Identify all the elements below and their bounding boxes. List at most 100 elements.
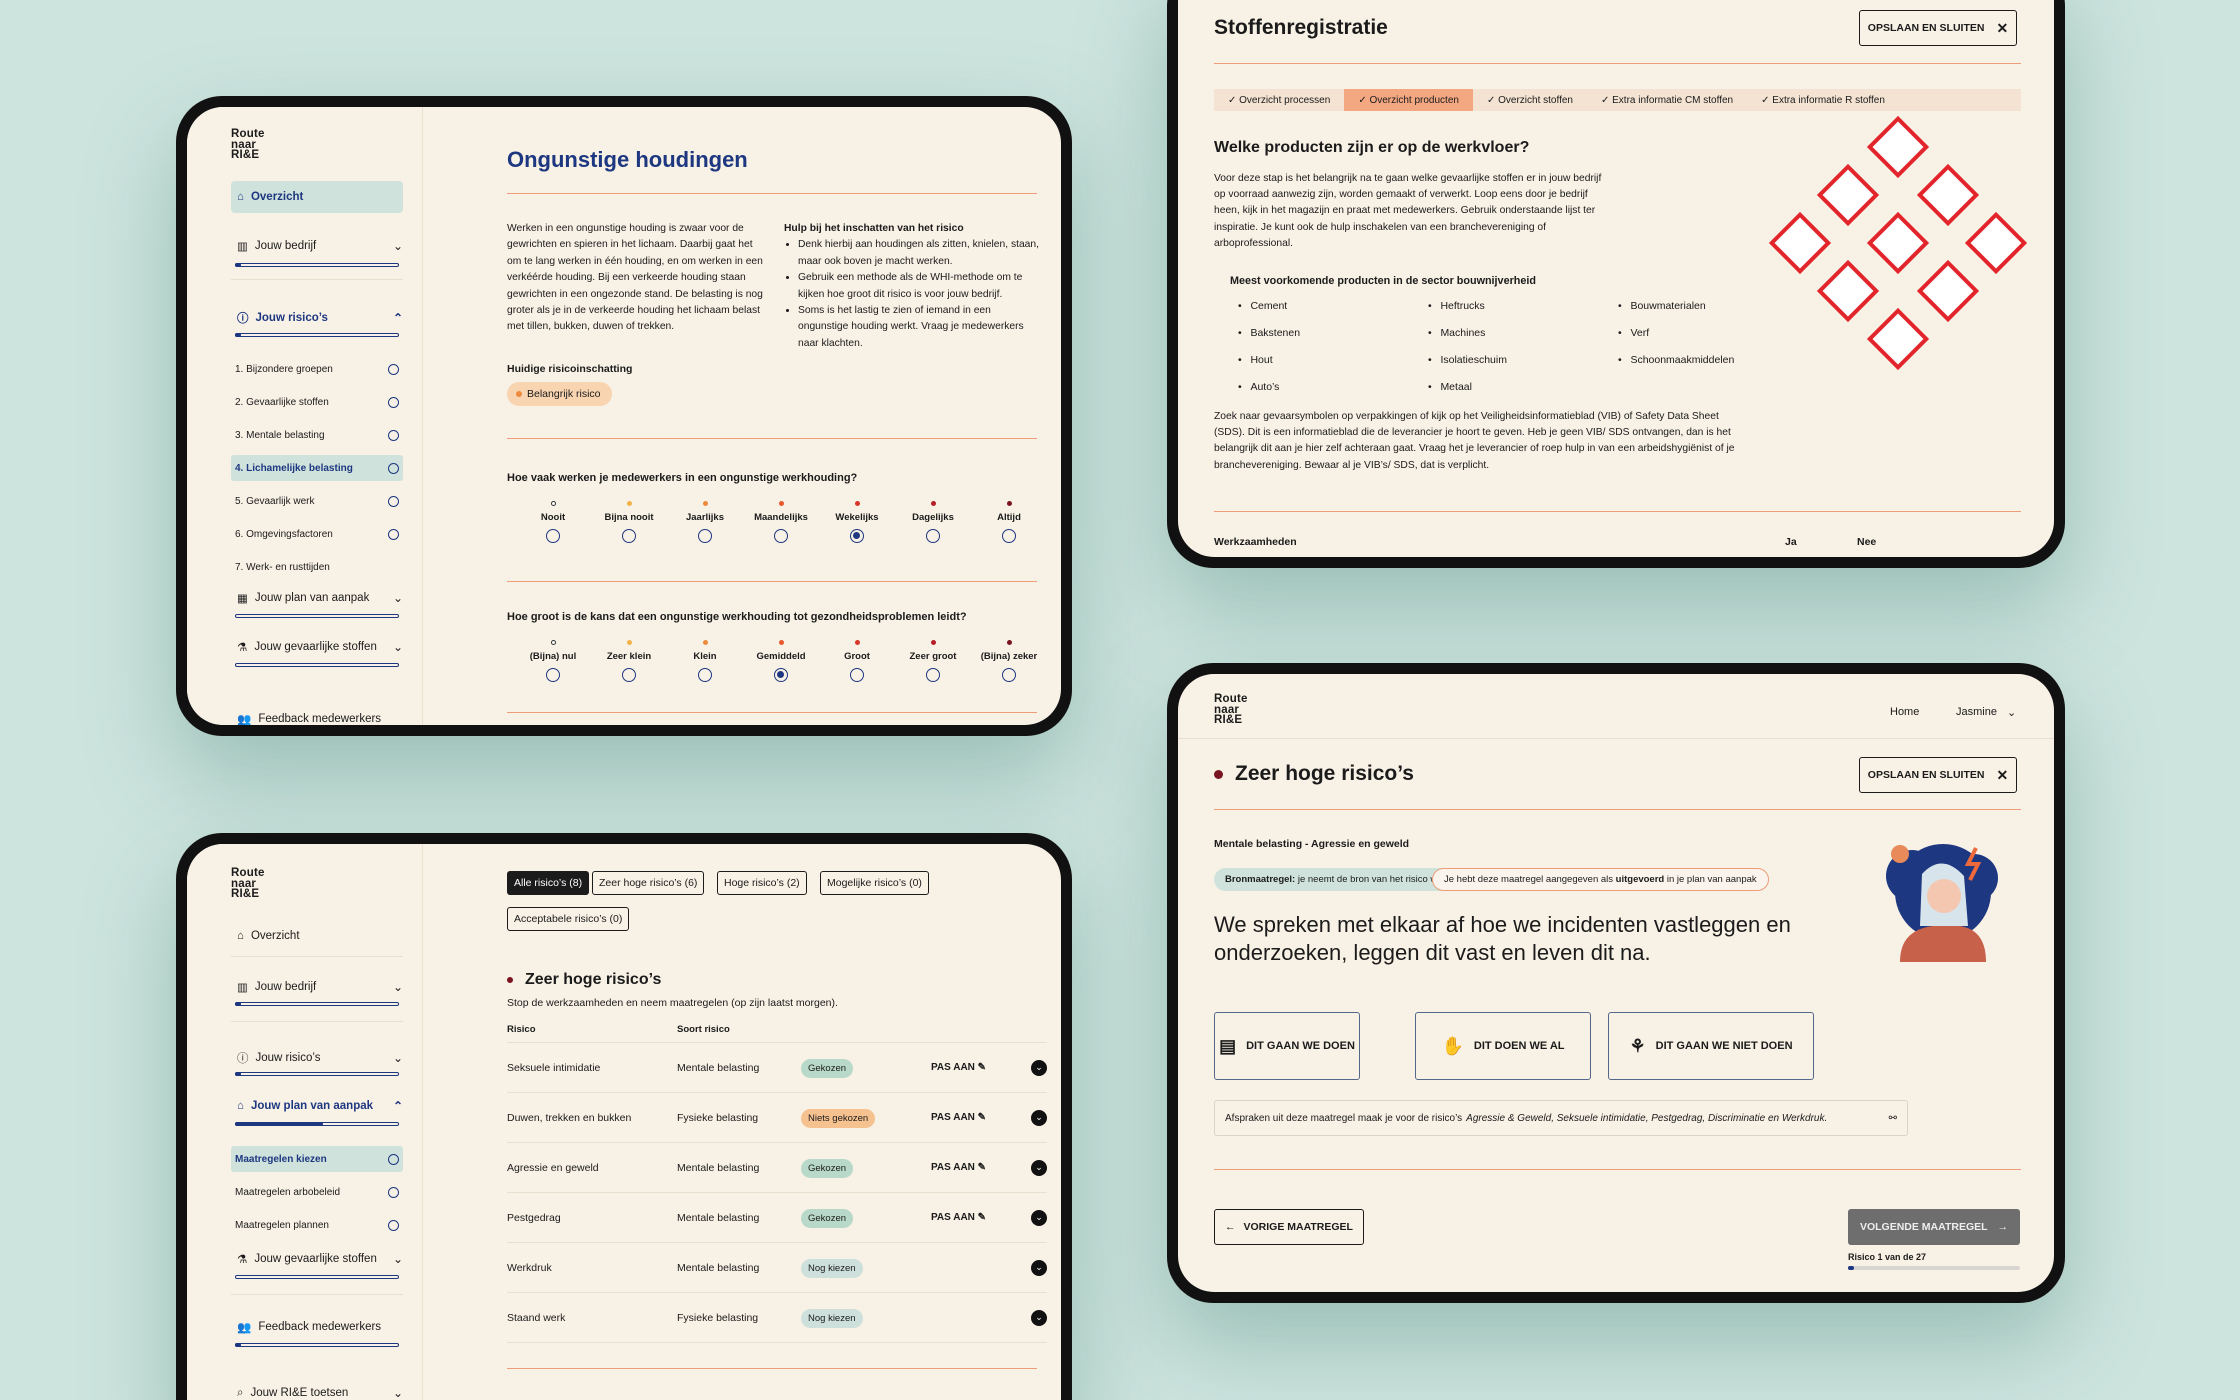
scale-option[interactable]: Altijd bbox=[971, 501, 1047, 543]
nav-home[interactable]: Home bbox=[1890, 706, 1920, 718]
sidebar-item-feedback[interactable]: 👥 Feedback medewerkers bbox=[237, 713, 382, 725]
sidebar-item-test[interactable]: ⌕ Jouw RI&E toetsen ⌄ bbox=[237, 1386, 403, 1400]
scale-option[interactable]: Zeer klein bbox=[591, 640, 667, 682]
radio-button[interactable] bbox=[546, 529, 560, 543]
radio-button[interactable] bbox=[622, 529, 636, 543]
save-close-button[interactable]: OPSLAAN EN SLUITEN ✕ bbox=[1859, 10, 2017, 46]
table-row[interactable]: Duwen, trekken en bukken Fysieke belastin… bbox=[507, 1093, 1047, 1143]
edit-link[interactable]: PAS AAN ✎ bbox=[931, 1062, 987, 1073]
table-row[interactable]: Staand werk Fysieke belasting Nog kiezen ⌄ bbox=[507, 1293, 1047, 1343]
subitem-plan[interactable]: Maatregelen plannen bbox=[231, 1212, 403, 1238]
chevron-up-icon: ⌃ bbox=[392, 311, 403, 325]
step-item[interactable]: ✓ Overzicht producten bbox=[1344, 89, 1473, 111]
filter-possible[interactable]: Mogelijke risico’s (0) bbox=[820, 871, 929, 895]
expand-icon[interactable]: ⌄ bbox=[1031, 1209, 1047, 1226]
expand-icon[interactable]: ⌄ bbox=[1031, 1059, 1047, 1076]
sidebar-item-risks[interactable]: ⓘ Jouw risico’s ⌄ bbox=[237, 1051, 403, 1065]
step-item[interactable]: ✓ Extra informatie R stoffen bbox=[1761, 94, 1885, 106]
scale-option[interactable]: Zeer groot bbox=[895, 640, 971, 682]
scale-option[interactable]: Gemiddeld bbox=[743, 640, 819, 682]
table-row[interactable]: Seksuele intimidatie Mentale belasting Gek… bbox=[507, 1043, 1047, 1093]
subitem-choose[interactable]: Maatregelen kiezen bbox=[231, 1146, 403, 1172]
sidebar-item-company[interactable]: ▥ Jouw bedrijf ⌄ bbox=[237, 980, 403, 994]
scale-option[interactable]: Jaarlijks bbox=[667, 501, 743, 543]
home-icon: ⌂ bbox=[237, 930, 244, 942]
filter-very-high[interactable]: Zeer hoge risico’s (6) bbox=[592, 871, 705, 895]
subitem-2[interactable]: 2. Gevaarlijke stoffen bbox=[231, 389, 403, 415]
radio-button[interactable] bbox=[926, 529, 940, 543]
scale-option[interactable]: (Bijna) nul bbox=[515, 640, 591, 682]
edit-link[interactable]: PAS AAN ✎ bbox=[931, 1162, 987, 1173]
scale-option[interactable]: Klein bbox=[667, 640, 743, 682]
sidebar-item-hazardous[interactable]: ⚗ Jouw gevaarlijke stoffen ⌄ bbox=[237, 1252, 403, 1266]
radio-button[interactable] bbox=[1002, 529, 1016, 543]
sidebar-item-risks[interactable]: ⓘ Jouw risico’s ⌃ bbox=[237, 311, 403, 325]
scale-option[interactable]: Bijna nooit bbox=[591, 501, 667, 543]
sidebar-item-plan[interactable]: ▦ Jouw plan van aanpak ⌄ bbox=[237, 591, 403, 605]
radio-button[interactable] bbox=[850, 668, 864, 682]
radio-button[interactable] bbox=[622, 668, 636, 682]
filter-acceptable[interactable]: Acceptabele risico’s (0) bbox=[507, 907, 630, 931]
help-title: Hulp bij het inschatten van het risico bbox=[784, 223, 964, 234]
subitem-1[interactable]: 1. Bijzondere groepen bbox=[231, 356, 403, 382]
home-icon: ⌂ bbox=[237, 1100, 244, 1112]
logo[interactable]: Route naar RI&E bbox=[231, 867, 265, 900]
sidebar-item-hazardous[interactable]: ⚗ Jouw gevaarlijke stoffen ⌄ bbox=[237, 640, 403, 654]
scale-option[interactable]: Maandelijks bbox=[743, 501, 819, 543]
sidebar-item-plan[interactable]: ⌂ Jouw plan van aanpak ⌃ bbox=[237, 1099, 403, 1113]
radio-button[interactable] bbox=[774, 529, 788, 543]
products-col-1: • Cement • Bakstenen • Hout • Auto’s bbox=[1238, 300, 1301, 393]
filter-all[interactable]: Alle risico’s (8) bbox=[507, 871, 590, 895]
risk-table: Seksuele intimidatie Mentale belasting Gek… bbox=[507, 1042, 1047, 1343]
subitem-3[interactable]: 3. Mentale belasting bbox=[231, 422, 403, 448]
radio-button[interactable] bbox=[698, 668, 712, 682]
radio-button[interactable] bbox=[1002, 668, 1016, 682]
edit-link[interactable]: PAS AAN ✎ bbox=[931, 1112, 987, 1123]
choice-wont-do[interactable]: ⚘ DIT GAAN WE NIET DOEN bbox=[1608, 1012, 1814, 1080]
logo[interactable]: Route naar RI&E bbox=[231, 128, 265, 161]
radio-button[interactable] bbox=[850, 529, 864, 543]
subitem-4[interactable]: 4. Lichamelijke belasting bbox=[231, 455, 403, 481]
sidebar-item-company[interactable]: ▥ Jouw bedrijf ⌄ bbox=[237, 239, 403, 253]
progress-bar bbox=[1848, 1266, 2020, 1270]
radio-button[interactable] bbox=[546, 668, 560, 682]
question-likelihood: Hoe groot is de kans dat een ongunstige … bbox=[507, 611, 967, 623]
expand-icon[interactable]: ⌄ bbox=[1031, 1309, 1047, 1326]
step-item[interactable]: ✓ Overzicht stoffen bbox=[1486, 94, 1573, 106]
scale-option[interactable]: (Bijna) zeker bbox=[971, 640, 1047, 682]
sidebar-item-feedback[interactable]: 👥 Feedback medewerkers bbox=[237, 1321, 382, 1334]
step-item[interactable]: ✓ Extra informatie CM stoffen bbox=[1600, 94, 1734, 106]
logo[interactable]: Route naar RI&E bbox=[1214, 693, 1248, 726]
table-row[interactable]: Agressie en geweld Mentale belasting Gekoz… bbox=[507, 1143, 1047, 1193]
step-item[interactable]: ✓ Overzicht processen bbox=[1228, 94, 1331, 106]
scale-option[interactable]: Nooit bbox=[515, 501, 591, 543]
scale-option[interactable]: Dagelijks bbox=[895, 501, 971, 543]
table-row[interactable]: Pestgedrag Mentale belasting Gekozen PAS AA… bbox=[507, 1193, 1047, 1243]
expand-icon[interactable]: ⌄ bbox=[1031, 1259, 1047, 1276]
sidebar-item-overview[interactable]: ⌂ Overzicht bbox=[237, 930, 300, 942]
choice-will-do[interactable]: ▤ DIT GAAN WE DOEN bbox=[1214, 1012, 1360, 1080]
risk-dot-icon bbox=[516, 391, 522, 397]
subitem-policy[interactable]: Maatregelen arbobeleid bbox=[231, 1179, 403, 1205]
sidebar-item-overview[interactable]: ⌂ Overzicht bbox=[231, 181, 403, 213]
table-row[interactable]: Werkdruk Mentale belasting Nog kiezen ⌄ bbox=[507, 1243, 1047, 1293]
radio-button[interactable] bbox=[926, 668, 940, 682]
user-menu[interactable]: Jasmine ⌄ bbox=[1956, 706, 2017, 719]
save-close-button[interactable]: OPSLAAN EN SLUITEN ✕ bbox=[1859, 757, 2017, 793]
scale-option[interactable]: Groot bbox=[819, 640, 895, 682]
subitem-5[interactable]: 5. Gevaarlijk werk bbox=[231, 488, 403, 514]
choice-already-do[interactable]: ✋ DIT DOEN WE AL bbox=[1415, 1012, 1591, 1080]
filter-high[interactable]: Hoge risico’s (2) bbox=[717, 871, 807, 895]
edit-link[interactable]: PAS AAN ✎ bbox=[931, 1212, 987, 1223]
scale-option-label: (Bijna) nul bbox=[529, 651, 577, 662]
chevron-down-icon: ⌄ bbox=[392, 640, 403, 654]
next-measure-button[interactable]: VOLGENDE MAATREGEL → bbox=[1848, 1209, 2020, 1245]
expand-icon[interactable]: ⌄ bbox=[1031, 1109, 1047, 1126]
radio-button[interactable] bbox=[774, 668, 788, 682]
scale-option[interactable]: Wekelijks bbox=[819, 501, 895, 543]
subitem-7[interactable]: 7. Werk- en rusttijden bbox=[235, 561, 330, 573]
subitem-6[interactable]: 6. Omgevingsfactoren bbox=[231, 521, 403, 547]
radio-button[interactable] bbox=[698, 529, 712, 543]
expand-icon[interactable]: ⌄ bbox=[1031, 1159, 1047, 1176]
previous-measure-button[interactable]: ← VORIGE MAATREGEL bbox=[1214, 1209, 1364, 1245]
